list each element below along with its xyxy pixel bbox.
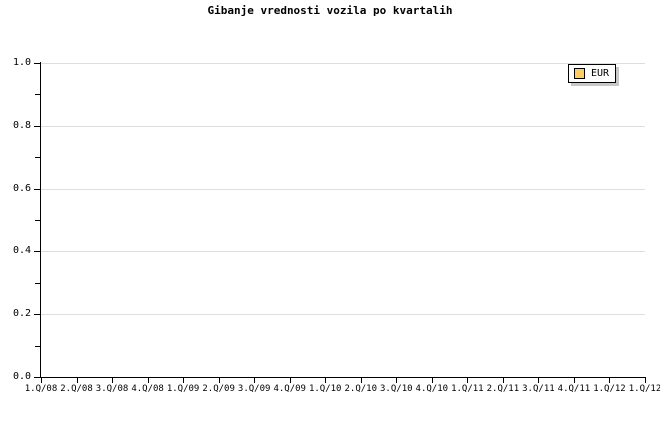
x-axis-label: 3.Q/11 xyxy=(522,384,555,394)
x-tick xyxy=(361,378,362,383)
y-tick-major xyxy=(34,377,40,378)
x-tick xyxy=(396,378,397,383)
x-tick xyxy=(432,378,433,383)
y-tick-minor xyxy=(35,94,40,96)
x-axis-line xyxy=(40,377,646,378)
legend-label-eur: EUR xyxy=(591,67,610,79)
chart-title: Gibanje vrednosti vozila po kvartalih xyxy=(207,4,453,17)
x-axis-label: 4.Q/09 xyxy=(273,384,306,394)
y-axis-label: 0.4 xyxy=(12,245,31,257)
x-axis-label: 4.Q/11 xyxy=(557,384,591,394)
x-tick xyxy=(538,378,539,383)
x-axis-label: 2.Q/11 xyxy=(486,384,520,394)
x-tick xyxy=(574,378,575,383)
x-tick xyxy=(290,378,291,383)
x-tick xyxy=(219,378,220,383)
x-axis-label: 1.Q/12 xyxy=(628,384,660,394)
chart-legend[interactable]: EUR xyxy=(568,64,617,83)
x-axis-label: 1.Q/08 xyxy=(24,384,58,394)
y-tick-major xyxy=(34,188,40,190)
y-tick-major xyxy=(34,125,40,127)
y-axis-label: 0.6 xyxy=(12,182,31,194)
y-tick-minor xyxy=(35,157,40,159)
y-tick-major xyxy=(34,251,40,253)
x-tick xyxy=(148,378,149,383)
x-axis-label: 3.Q/09 xyxy=(237,384,271,394)
x-tick xyxy=(503,378,504,383)
y-axis-label: 1.0 xyxy=(12,57,31,68)
y-tick-major xyxy=(34,314,40,316)
x-axis-label: 4.Q/08 xyxy=(131,384,164,394)
y-axis-label: 0.0 xyxy=(12,371,31,382)
x-tick xyxy=(467,378,468,383)
x-axis-label: 1.Q/09 xyxy=(166,384,200,394)
y-tick-minor xyxy=(35,282,40,284)
gridline-y xyxy=(41,251,645,253)
x-axis-label: 3.Q/08 xyxy=(95,384,129,394)
x-axis-label: 3.Q/10 xyxy=(380,384,413,394)
x-axis-label: 2.Q/08 xyxy=(60,384,93,394)
gridline-y xyxy=(41,63,645,64)
x-tick xyxy=(183,378,184,383)
x-tick xyxy=(254,378,255,383)
gridline-y xyxy=(41,125,645,127)
legend-swatch-eur xyxy=(574,68,585,79)
y-axis-label: 0.8 xyxy=(12,119,31,131)
x-tick xyxy=(325,378,326,383)
x-tick xyxy=(41,378,42,383)
y-axis-label: 0.2 xyxy=(12,308,31,320)
x-axis-label: 2.Q/09 xyxy=(202,384,235,394)
y-tick-minor xyxy=(35,220,40,221)
gridline-y xyxy=(41,314,645,316)
x-axis-label: 1.Q/11 xyxy=(451,384,484,394)
x-tick xyxy=(112,378,113,383)
x-tick xyxy=(77,378,78,383)
y-axis-line xyxy=(40,62,41,378)
x-axis-label: 1.Q/12 xyxy=(593,384,626,394)
y-tick-major xyxy=(34,63,40,64)
gridline-y xyxy=(41,188,645,190)
x-axis-label: 4.Q/10 xyxy=(415,384,449,394)
x-tick xyxy=(645,378,646,383)
y-tick-minor xyxy=(35,345,40,347)
series-layer xyxy=(41,63,645,377)
x-tick xyxy=(609,378,610,383)
x-axis-label: 1.Q/10 xyxy=(308,384,342,394)
plot-area xyxy=(41,63,645,378)
x-axis-label: 2.Q/10 xyxy=(344,384,377,394)
